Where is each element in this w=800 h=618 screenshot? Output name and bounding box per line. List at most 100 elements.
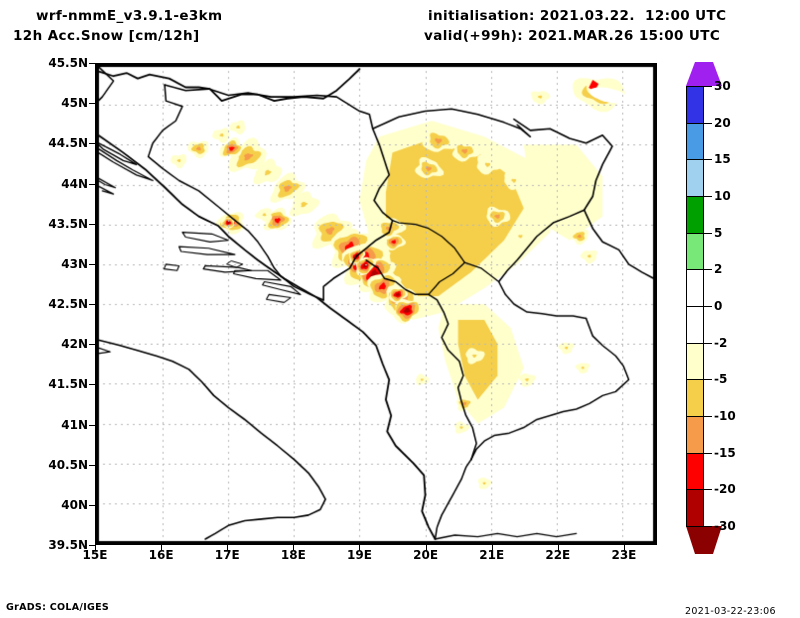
x-axis-tick-label: 20E	[413, 548, 439, 562]
colorbar-segment	[686, 416, 704, 453]
colorbar-tick-label: -10	[714, 409, 736, 423]
colorbar-tick-mark	[704, 159, 712, 161]
y-axis-tick-label: 43N	[61, 256, 88, 271]
x-axis-tick-label: 23E	[611, 548, 637, 562]
colorbar-tick-mark	[704, 269, 712, 271]
x-axis-tick-label: 18E	[280, 548, 306, 562]
colorbar-tick-mark	[704, 526, 712, 527]
model-title: wrf-nmmE_v3.9.1-e3km	[36, 8, 223, 24]
x-axis-tick-mark	[293, 545, 295, 551]
colorbar-tick-mark	[704, 452, 712, 454]
colorbar-tick-mark	[704, 122, 712, 124]
y-axis-tick-label: 40N	[61, 497, 88, 512]
colorbar-segment	[686, 489, 704, 526]
x-axis-tick-mark	[491, 545, 493, 551]
colorbar-tick-label: -30	[714, 519, 736, 533]
x-axis-tick-label: 22E	[545, 548, 571, 562]
y-axis-tick-mark	[89, 464, 95, 466]
colorbar-divider	[686, 269, 704, 271]
y-axis-tick-label: 40.5N	[48, 457, 88, 472]
colorbar-cap-bottom	[686, 526, 722, 554]
colorbar-tick-label: 20	[714, 115, 731, 130]
colorbar-divider	[686, 86, 704, 87]
colorbar-tick-mark	[704, 342, 712, 344]
valid-time: valid(+99h): 2021.MAR.26 15:00 UTC	[424, 28, 721, 44]
colorbar-segment	[686, 159, 704, 196]
colorbar-segment	[686, 342, 704, 380]
x-axis-tick-label: 15E	[82, 548, 108, 562]
render-timestamp: 2021-03-22-23:06	[685, 606, 776, 617]
y-axis-tick-mark	[89, 304, 95, 305]
colorbar-tick-label: 30	[714, 79, 731, 93]
y-axis-tick-mark	[89, 103, 95, 105]
y-axis-tick-mark	[89, 545, 95, 546]
y-axis-tick-mark	[89, 424, 95, 426]
y-axis-tick-mark	[89, 504, 95, 506]
field-title: 12h Acc.Snow [cm/12h]	[13, 28, 200, 44]
colorbar-divider	[686, 196, 704, 197]
snow-accumulation-heatmap	[97, 65, 655, 543]
x-axis-tick-mark	[623, 545, 625, 551]
colorbar-segment	[686, 86, 704, 123]
y-axis-tick-label: 42.5N	[48, 297, 88, 311]
map-plot-area	[95, 63, 657, 545]
colorbar-divider	[686, 526, 704, 527]
x-axis-tick-mark	[359, 545, 361, 551]
colorbar-tick-mark	[704, 232, 712, 234]
x-axis-tick-label: 17E	[214, 548, 240, 562]
colorbar-tick-label: 10	[714, 189, 731, 203]
colorbar-segment	[686, 269, 704, 306]
colorbar-tick-label: -2	[714, 335, 728, 350]
colorbar-divider	[686, 452, 704, 454]
y-axis-tick-label: 42N	[61, 337, 88, 352]
colorbar-divider	[686, 489, 704, 491]
y-axis-tick-mark	[89, 63, 95, 64]
colorbar-divider	[686, 159, 704, 161]
y-axis-tick-label: 44N	[61, 176, 88, 191]
y-axis-tick-mark	[89, 344, 95, 346]
x-axis-tick-mark	[95, 545, 96, 551]
initialisation-time: initialisation: 2021.03.22. 12:00 UTC	[428, 8, 727, 24]
y-axis-tick-label: 45.5N	[48, 56, 88, 70]
y-axis-tick-mark	[89, 263, 95, 265]
colorbar-segment	[686, 122, 704, 160]
x-axis-tick-label: 16E	[148, 548, 174, 562]
colorbar-tick-label: 15	[714, 152, 731, 167]
colorbar-tick-mark	[704, 379, 712, 381]
y-axis-tick-label: 41.5N	[48, 377, 88, 392]
colorbar-segment	[686, 196, 704, 233]
colorbar-tick-mark	[704, 416, 712, 417]
colorbar-tick-label: 5	[714, 225, 723, 240]
colorbar-divider	[686, 379, 704, 381]
colorbar-tick-label: -20	[714, 482, 736, 497]
colorbar: 30 20 15 10 5 2 0 -2 -5 -10 -15 -20 -30	[686, 62, 736, 554]
x-axis-tick-mark	[227, 545, 229, 551]
y-axis-tick-label: 39.5N	[48, 538, 88, 552]
colorbar-tick-label: -5	[714, 372, 728, 387]
y-axis-tick-mark	[89, 183, 95, 185]
x-axis-tick-label: 19E	[347, 548, 372, 562]
colorbar-segment	[686, 452, 704, 490]
colorbar-divider	[686, 306, 704, 307]
y-axis-tick-mark	[89, 384, 95, 386]
y-axis-tick-label: 41N	[61, 417, 88, 432]
y-axis-tick-label: 43.5N	[48, 216, 88, 231]
y-axis-tick-label: 45N	[61, 96, 88, 111]
colorbar-divider	[686, 122, 704, 124]
colorbar-divider	[686, 232, 704, 234]
colorbar-tick-label: -15	[714, 445, 736, 460]
colorbar-tick-label: 0	[714, 299, 723, 313]
y-axis-tick-label: 44.5N	[48, 136, 88, 151]
y-axis-tick-mark	[89, 223, 95, 225]
colorbar-divider	[686, 416, 704, 417]
colorbar-divider	[686, 342, 704, 344]
colorbar-segment	[686, 232, 704, 270]
x-axis-tick-mark	[557, 545, 559, 551]
x-axis-tick-label: 21E	[479, 548, 505, 562]
colorbar-tick-mark	[704, 86, 712, 87]
colorbar-tick-mark	[704, 196, 712, 197]
colorbar-tick-label: 2	[714, 262, 723, 277]
grads-credit: GrADS: COLA/IGES	[6, 602, 110, 613]
colorbar-segment	[686, 379, 704, 416]
colorbar-segment	[686, 306, 704, 343]
